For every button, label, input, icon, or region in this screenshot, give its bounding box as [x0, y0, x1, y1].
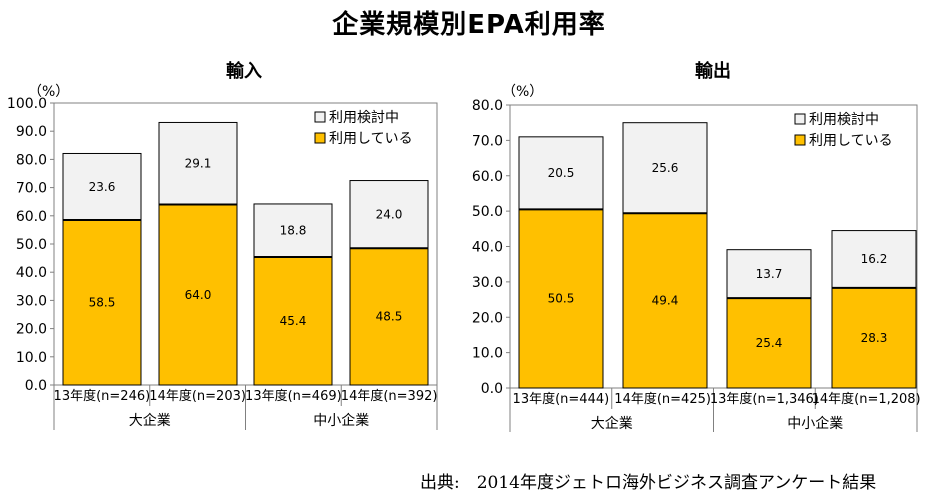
import-value-label-considering: 24.0 — [376, 207, 403, 221]
import-y-tick-label: 80.0 — [16, 152, 47, 168]
import-bar-considering — [158, 121, 238, 206]
export-legend-label-used: 利用している — [809, 133, 893, 149]
export-value-label-considering: 16.2 — [861, 252, 888, 266]
export-category-label: 14年度(n=1,208) — [812, 391, 921, 407]
import-value-label-considering: 23.6 — [89, 180, 116, 194]
import-group-label: 中小企業 — [313, 412, 369, 429]
import-category-label: 13年度(n=246) — [54, 388, 151, 404]
export-bar-considering — [622, 122, 708, 214]
export-value-label-used: 49.4 — [652, 294, 679, 308]
export-y-tick-label: 30.0 — [472, 275, 503, 291]
import-y-tick-label: 30.0 — [16, 293, 47, 309]
import-legend-label-considering: 利用検討中 — [329, 110, 399, 126]
export-category-label: 14年度(n=425) — [614, 391, 711, 407]
import-chart-panel: 輸入 （%） 0.0 10.0 20.0 30.0 40.0 50.0 60.0 70.0 80.0… — [7, 60, 438, 430]
export-y-tick-label: 0.0 — [481, 381, 503, 397]
import-value-label-used: 64.0 — [185, 288, 212, 302]
export-y-tick-label: 50.0 — [472, 204, 503, 220]
export-bar-considering — [518, 136, 604, 210]
export-unit-label: （%） — [502, 84, 543, 100]
import-y-tick-label: 10.0 — [16, 350, 47, 366]
import-category-label: 14年度(n=392) — [341, 388, 438, 404]
import-category-label: 14年度(n=203) — [149, 388, 246, 404]
export-y-tick-label: 40.0 — [472, 240, 503, 256]
export-group-label: 中小企業 — [787, 415, 843, 432]
import-value-label-used: 58.5 — [89, 296, 116, 310]
import-bar-used — [62, 219, 142, 386]
export-value-label-considering: 20.5 — [548, 166, 575, 180]
export-bar-used — [622, 212, 708, 389]
import-y-tick-label: 100.0 — [7, 96, 47, 112]
export-category-label: 13年度(n=444) — [513, 391, 610, 407]
import-bar-considering — [349, 180, 429, 249]
import-legend-label-used: 利用している — [329, 131, 413, 147]
chart-main-title: 企業規模別EPA利用率 — [332, 10, 606, 40]
export-bar-used — [831, 287, 917, 389]
export-value-label-considering: 13.7 — [756, 267, 783, 281]
import-y-tick-label: 0.0 — [25, 378, 47, 394]
import-value-label-used: 48.5 — [376, 310, 403, 324]
import-value-label-used: 45.4 — [280, 314, 307, 328]
import-bar-used — [349, 247, 429, 386]
export-value-label-used: 50.5 — [548, 292, 575, 306]
import-legend-swatch-used — [314, 132, 326, 144]
import-y-tick-label: 40.0 — [16, 265, 47, 281]
import-y-tick-label: 70.0 — [16, 181, 47, 197]
import-legend-swatch-considering — [314, 111, 326, 123]
import-panel-title: 輸入 — [226, 60, 262, 82]
export-group-label: 大企業 — [591, 415, 633, 432]
import-bar-considering — [62, 152, 142, 221]
export-bar-used — [726, 297, 812, 389]
export-legend-swatch-used — [794, 134, 806, 146]
export-value-label-used: 25.4 — [756, 336, 783, 350]
export-y-tick-label: 20.0 — [472, 310, 503, 326]
export-y-tick-label: 80.0 — [472, 98, 503, 114]
export-bar-considering — [831, 230, 917, 289]
import-bar-used — [253, 256, 333, 386]
import-y-tick-label: 90.0 — [16, 124, 47, 140]
import-category-label: 13年度(n=469) — [245, 388, 342, 404]
import-unit-label: （%） — [28, 84, 69, 100]
export-category-label: 13年度(n=1,346) — [710, 391, 819, 407]
export-value-label-considering: 25.6 — [652, 161, 679, 175]
export-legend-label-considering: 利用検討中 — [809, 112, 879, 128]
import-y-tick-label: 60.0 — [16, 209, 47, 225]
export-y-tick-label: 70.0 — [472, 133, 503, 149]
export-legend-swatch-considering — [794, 113, 806, 125]
export-panel-title: 輸出 — [695, 60, 731, 82]
import-y-tick-label: 20.0 — [16, 322, 47, 338]
export-value-label-used: 28.3 — [861, 331, 888, 345]
export-bar-used — [518, 208, 604, 389]
export-y-tick-label: 60.0 — [472, 169, 503, 185]
import-value-label-considering: 18.8 — [280, 223, 307, 237]
import-y-tick-label: 50.0 — [16, 237, 47, 253]
export-chart-panel: 輸出 （%） 0.0 10.0 20.0 30.0 40.0 50.0 60.0 70.0 80.0… — [472, 60, 921, 432]
source-note: 出典: 2014年度ジェトロ海外ビジネス調査アンケート結果 — [420, 473, 877, 493]
export-y-tick-label: 10.0 — [472, 346, 503, 362]
import-value-label-considering: 29.1 — [185, 156, 212, 170]
export-bar-considering — [726, 249, 812, 299]
import-group-label: 大企業 — [129, 412, 171, 429]
